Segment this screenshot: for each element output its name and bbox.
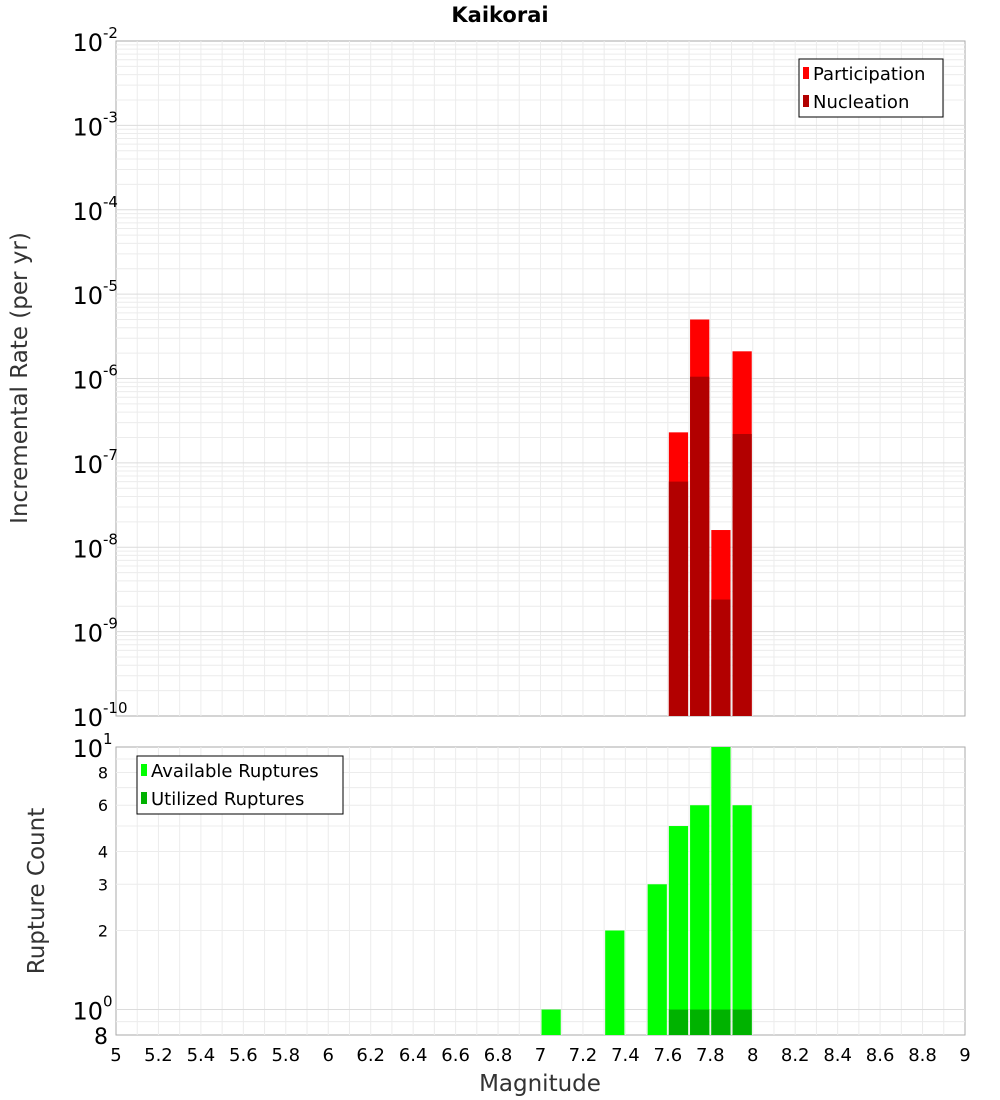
legend-swatch-utilized xyxy=(141,792,147,804)
bot-bar-available-ruptures xyxy=(668,826,689,1035)
top-bar-nucleation xyxy=(690,376,710,716)
bot-y-tick-label: 10 xyxy=(72,998,103,1026)
top-bar-nucleation xyxy=(711,599,731,716)
top-y-tick-exponent: -5 xyxy=(103,277,118,295)
bot-y-tick-label: 6 xyxy=(98,796,108,815)
top-bar-nucleation xyxy=(732,433,752,716)
top-y-tick-exponent: -3 xyxy=(103,108,118,126)
x-tick-label: 8.2 xyxy=(781,1045,810,1066)
x-axis-label: Magnitude xyxy=(479,1071,601,1097)
top-y-tick-exponent: -2 xyxy=(103,24,118,42)
x-tick-label: 7.8 xyxy=(696,1045,725,1066)
top-y-tick-label: 10 xyxy=(72,620,103,648)
bot-bar-available-ruptures xyxy=(732,805,752,1035)
x-tick-label: 5.6 xyxy=(229,1045,258,1066)
x-tick-label: 9 xyxy=(959,1045,970,1066)
bottom-legend: Available Ruptures Utilized Ruptures xyxy=(136,755,344,815)
x-tick-label: 7.6 xyxy=(654,1045,683,1066)
bot-bar-utilized-ruptures xyxy=(668,1009,689,1035)
top-y-tick-exponent: -4 xyxy=(103,193,118,211)
bot-bar-available-ruptures xyxy=(690,805,710,1035)
bot-bar-available-ruptures xyxy=(541,1009,561,1035)
bot-bar-available-ruptures xyxy=(647,884,667,1035)
x-tick-label: 8.6 xyxy=(866,1045,895,1066)
top-legend: Participation Nucleation xyxy=(798,58,944,118)
bot-bar-utilized-ruptures xyxy=(690,1009,710,1035)
bot-bar-utilized-ruptures xyxy=(711,1009,731,1035)
legend-label-available: Available Ruptures xyxy=(151,761,319,782)
bot-y-tick-label: 4 xyxy=(98,842,108,861)
x-tick-label: 6.2 xyxy=(356,1045,385,1066)
top-y-tick-exponent: -9 xyxy=(103,615,118,633)
top-y-tick-exponent: -7 xyxy=(103,446,118,464)
top-bars xyxy=(668,319,752,716)
x-tick-label: 5.4 xyxy=(187,1045,216,1066)
x-tick-label: 8.4 xyxy=(823,1045,852,1066)
bottom-bars xyxy=(541,747,752,1035)
bot-bar-utilized-ruptures xyxy=(732,1009,752,1035)
bot-bar-available-ruptures xyxy=(605,930,625,1035)
legend-label-nucleation: Nucleation xyxy=(813,92,909,113)
legend-label-utilized: Utilized Ruptures xyxy=(151,789,304,810)
x-tick-label: 8 xyxy=(747,1045,758,1066)
x-tick-label: 7 xyxy=(535,1045,546,1066)
legend-swatch-participation xyxy=(803,67,809,79)
top-y-tick-label: 10 xyxy=(72,282,103,310)
x-tick-labels: 5 5.2 5.4 5.6 5.8 6 6.2 6.4 6.6 6.8 7 7.2 7.4 7.6 7.8 8… xyxy=(110,1045,970,1066)
bottom-y-axis-label: Rupture Count xyxy=(24,808,50,974)
x-tick-label: 7.4 xyxy=(611,1045,640,1066)
bot-y-tick-label: 8 xyxy=(98,763,108,782)
x-tick-label: 6 xyxy=(323,1045,334,1066)
top-legend-box xyxy=(798,58,944,118)
top-y-axis-label: Incremental Rate (per yr) xyxy=(7,232,33,524)
top-grid xyxy=(116,41,965,716)
top-y-tick-label: 10 xyxy=(72,113,103,141)
bot-y-tick-exponent: 1 xyxy=(103,730,113,748)
bot-y-tick-exponent: 0 xyxy=(103,993,113,1011)
top-y-tick-exponent: -8 xyxy=(103,530,118,548)
bot-y-tick-label: 2 xyxy=(98,922,108,941)
bot-y-tick-label: 10 xyxy=(72,735,103,763)
top-y-tick-label: 10 xyxy=(72,367,103,395)
top-y-tick-label: 10 xyxy=(72,451,103,479)
x-tick-label: 8.8 xyxy=(908,1045,937,1066)
x-tick-label: 6.8 xyxy=(484,1045,513,1066)
chart-title: Kaikorai xyxy=(451,3,548,27)
top-y-tick-label: 10 xyxy=(72,535,103,563)
bot-bar-available-ruptures xyxy=(711,747,731,1035)
legend-label-participation: Participation xyxy=(813,64,925,85)
top-y-tick-exponent: -10 xyxy=(103,699,128,717)
x-tick-label: 5.8 xyxy=(271,1045,300,1066)
top-y-tick-exponent: -6 xyxy=(103,362,118,380)
x-tick-label: 6.6 xyxy=(441,1045,470,1066)
bot-y-tick-label: 3 xyxy=(98,875,108,894)
top-y-tick-label: 10 xyxy=(72,704,103,732)
top-bar-nucleation xyxy=(668,481,689,716)
x-tick-label: 6.4 xyxy=(399,1045,428,1066)
bot-y-tick-label: 8 xyxy=(94,1025,108,1050)
x-tick-label: 7.2 xyxy=(569,1045,598,1066)
legend-swatch-nucleation xyxy=(803,95,809,107)
x-tick-label: 5.2 xyxy=(144,1045,173,1066)
x-tick-label: 5 xyxy=(110,1045,121,1066)
legend-swatch-available xyxy=(141,764,147,776)
top-y-tick-label: 10 xyxy=(72,198,103,226)
top-y-tick-label: 10 xyxy=(72,29,103,57)
bottom-legend-box xyxy=(136,755,344,815)
